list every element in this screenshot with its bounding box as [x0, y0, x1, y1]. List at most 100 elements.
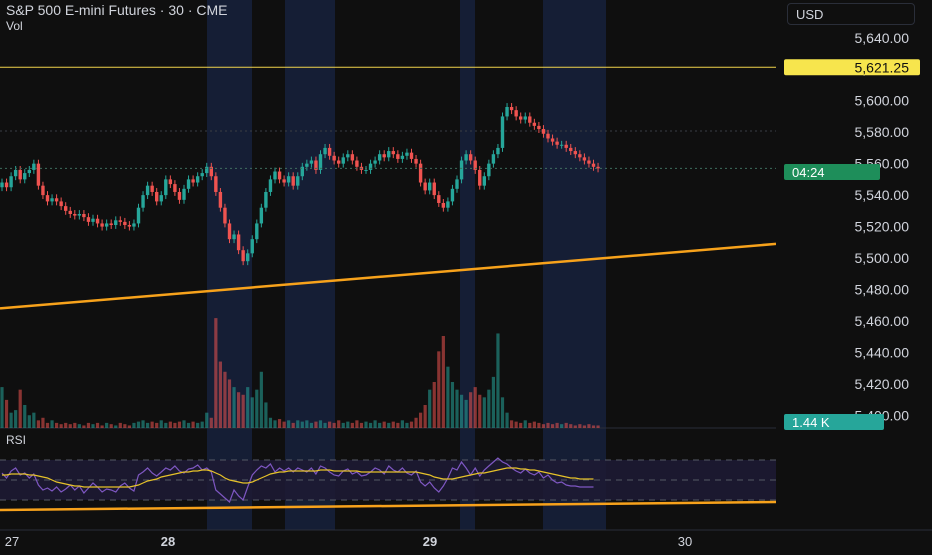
time-axis: 27 28 29 30: [0, 529, 932, 550]
candle-body: [323, 147, 327, 155]
volume-bar: [341, 422, 345, 428]
volume-bar: [478, 394, 482, 428]
volume-bar: [141, 420, 145, 428]
volume-bar: [100, 425, 104, 428]
candle-body: [327, 147, 332, 156]
session-band: [543, 0, 606, 530]
candle-body: [86, 217, 91, 222]
volume-bar: [59, 424, 63, 428]
volume-bar: [132, 422, 136, 428]
volume-bar: [246, 387, 250, 428]
volume-bars: [0, 318, 600, 428]
time-tick-label: 29: [423, 534, 437, 549]
candle-body: [341, 157, 345, 164]
candle-body: [177, 191, 182, 200]
price-axis: 5,640.005,620.005,600.005,580.005,560.00…: [776, 0, 932, 550]
countdown-badge: [784, 164, 880, 180]
volume-bar: [591, 425, 596, 428]
candle-body: [32, 163, 36, 170]
volume-bar: [510, 420, 514, 428]
candle-body: [195, 176, 200, 183]
candle-body: [582, 157, 587, 161]
volume-bar: [18, 389, 22, 428]
candle-body: [127, 225, 132, 227]
volume-bar: [186, 422, 191, 428]
candle-body: [514, 110, 518, 117]
candle-body: [291, 176, 295, 186]
candle-body: [491, 154, 496, 164]
volume-bar: [237, 392, 241, 428]
volume-bar: [346, 421, 350, 428]
volume-bar: [273, 420, 277, 428]
price-tick-label: 5,640.00: [855, 30, 910, 46]
candle-body: [264, 191, 268, 208]
volume-bar: [200, 421, 204, 428]
candle-body: [59, 201, 63, 207]
currency-selector[interactable]: USD: [787, 3, 915, 25]
price-tick-label: 5,600.00: [855, 93, 910, 109]
price-tick-label: 5,420.00: [855, 376, 910, 392]
volume-bar: [191, 421, 195, 428]
candle-body: [214, 176, 218, 192]
candle-body: [578, 154, 582, 158]
candle-body: [232, 234, 236, 240]
level-badge-text: 5,621.25: [855, 59, 910, 75]
candle-body: [168, 179, 173, 185]
candle-body: [391, 151, 395, 155]
volume-bar: [532, 421, 536, 428]
candle-body: [104, 223, 109, 227]
volume-bar: [77, 424, 81, 428]
volume-bar: [164, 422, 168, 428]
candle-body: [109, 223, 113, 226]
volume-bar: [296, 420, 300, 428]
candle-body: [132, 223, 136, 227]
price-axis-bg: [776, 0, 932, 550]
countdown-text: 04:24: [792, 165, 825, 180]
candle-body: [114, 220, 118, 226]
volume-bar: [209, 417, 213, 428]
volume-bar: [41, 417, 45, 428]
time-axis-bg: [0, 530, 932, 550]
candle-body: [191, 179, 195, 183]
candle-body: [173, 184, 177, 192]
candle-body: [509, 107, 514, 111]
volume-bar: [350, 422, 354, 428]
candle-body: [464, 154, 468, 161]
volume-bar: [550, 424, 555, 428]
candle-body: [200, 173, 204, 177]
candle-body: [0, 182, 4, 188]
volume-bar: [373, 420, 377, 428]
candle-body: [555, 141, 559, 145]
candle-body: [350, 154, 355, 161]
volume-bar: [127, 425, 131, 428]
candle-body: [573, 151, 577, 155]
candle-body: [182, 188, 186, 200]
candle-body: [82, 214, 86, 218]
candle-body: [45, 195, 50, 202]
candle-body: [478, 169, 482, 186]
volume-bar: [23, 405, 27, 428]
candle-body: [18, 169, 22, 180]
volume-bar: [405, 422, 409, 428]
price-tick-label: 5,540.00: [855, 187, 910, 203]
time-tick-label: 30: [678, 534, 692, 549]
candle-body: [591, 163, 596, 167]
candle-body: [382, 154, 386, 158]
candle-body: [13, 169, 18, 177]
candle-body: [91, 218, 95, 222]
candle-body: [423, 182, 427, 191]
candle-body: [537, 125, 541, 130]
candle-body: [54, 198, 59, 202]
volume-bar: [323, 422, 327, 428]
volume-badge: [784, 414, 884, 430]
candle-body: [77, 214, 82, 216]
candle-body: [273, 171, 277, 180]
volume-bar: [387, 422, 391, 428]
candle-body: [346, 154, 350, 158]
volume-bar: [409, 421, 414, 428]
volume-bar: [305, 420, 309, 428]
volume-bar: [596, 425, 600, 428]
volume-bar: [36, 420, 40, 428]
